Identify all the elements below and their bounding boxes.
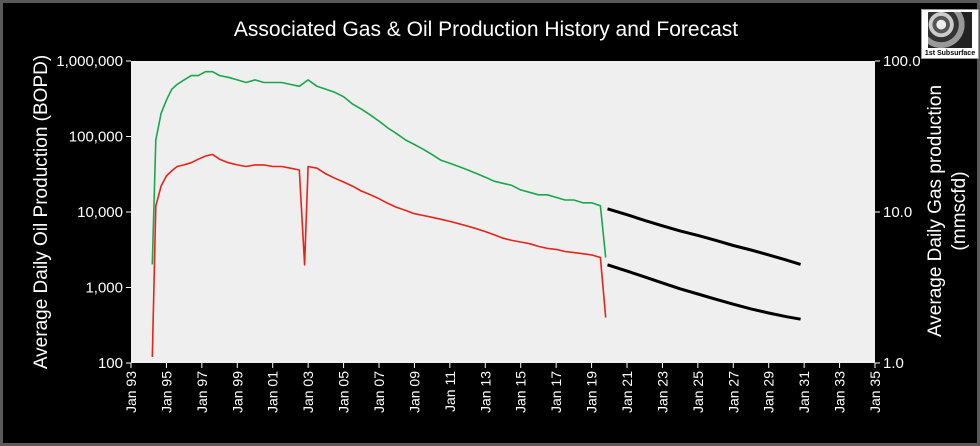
- chart-title: Associated Gas & Oil Production History …: [234, 18, 738, 41]
- x-tick-label-18: Jan 29: [761, 371, 777, 413]
- x-tick-label-7: Jan 07: [371, 371, 387, 413]
- x-tick-label-0: Jan 93: [123, 371, 139, 413]
- x-tick-label-19: Jan 31: [796, 371, 812, 413]
- x-tick-label-1: Jan 95: [158, 371, 174, 413]
- series-line-3: [607, 263, 801, 321]
- x-tick-label-6: Jan 05: [336, 371, 352, 413]
- logo-text: 1st Subsurface: [924, 50, 976, 57]
- series-line-0: [151, 70, 607, 265]
- series-line-2: [607, 207, 802, 266]
- x-tick-label-14: Jan 21: [619, 371, 635, 413]
- x-tick-label-5: Jan 03: [300, 371, 316, 413]
- y-tick-label-0: 100: [98, 355, 123, 372]
- x-tick-label-8: Jan 09: [406, 371, 422, 413]
- y-axis-label: Average Daily Oil Production (BOPD): [31, 55, 52, 369]
- series-line-1: [151, 153, 607, 358]
- logo-image: [928, 12, 972, 48]
- y-tick-label-4: 1,000,000: [56, 53, 123, 70]
- x-tick-label-9: Jan 11: [442, 371, 458, 412]
- company-logo: 1st Subsurface: [921, 9, 979, 59]
- x-tick-label-20: Jan 33: [832, 371, 848, 413]
- y2-axis-label-line2: (mmscfd): [949, 171, 970, 250]
- x-tick-label-2: Jan 97: [194, 371, 210, 413]
- x-tick-label-4: Jan 01: [265, 371, 281, 413]
- y-tick-label-3: 100,000: [69, 129, 123, 146]
- y2-tick-label-0: 1.0: [883, 355, 904, 372]
- y2-axis-label-line1: Average Daily Gas production: [925, 85, 946, 337]
- y-tick-label-2: 10,000: [77, 204, 123, 221]
- y2-tick-label-1: 10.0: [883, 204, 912, 221]
- x-tick-label-17: Jan 27: [725, 371, 741, 413]
- x-tick-label-21: Jan 35: [867, 371, 883, 413]
- y-tick-label-1: 1,000: [85, 280, 123, 297]
- x-tick-label-12: Jan 17: [548, 371, 564, 413]
- x-tick-label-11: Jan 15: [513, 371, 529, 413]
- y2-tick-label-2: 100.0: [883, 53, 921, 70]
- x-tick-label-10: Jan 13: [477, 371, 493, 413]
- x-tick-label-3: Jan 99: [229, 371, 245, 413]
- x-tick-label-16: Jan 25: [690, 371, 706, 413]
- x-tick-label-13: Jan 19: [584, 371, 600, 413]
- x-tick-label-15: Jan 23: [654, 371, 670, 413]
- plot-area: [131, 61, 875, 363]
- production-chart: Associated Gas & Oil Production History …: [31, 18, 970, 413]
